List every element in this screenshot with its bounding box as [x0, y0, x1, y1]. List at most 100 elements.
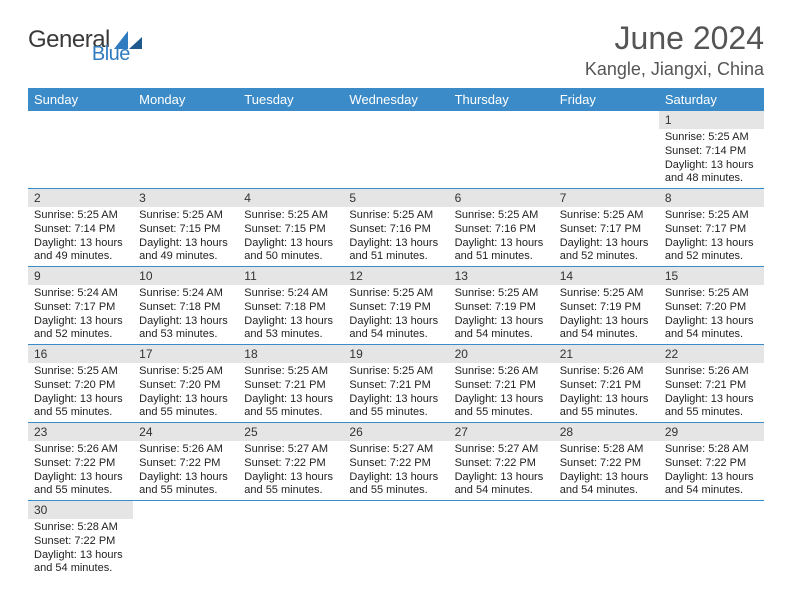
daylight-line1: Daylight: 13 hours [139, 393, 232, 407]
daylight-line2: and 54 minutes. [560, 484, 653, 498]
day-number: 6 [449, 189, 554, 207]
daylight-line1: Daylight: 13 hours [455, 471, 548, 485]
day-details: Sunrise: 5:25 AMSunset: 7:16 PMDaylight:… [449, 207, 554, 266]
sunrise: Sunrise: 5:25 AM [244, 209, 337, 223]
daylight-line2: and 53 minutes. [139, 328, 232, 342]
day-details: Sunrise: 5:25 AMSunset: 7:19 PMDaylight:… [449, 285, 554, 344]
daylight-line1: Daylight: 13 hours [455, 237, 548, 251]
day-details: Sunrise: 5:25 AMSunset: 7:19 PMDaylight:… [554, 285, 659, 344]
calendar-cell [659, 501, 764, 579]
weekday-header: Saturday [659, 88, 764, 111]
calendar-cell: 13Sunrise: 5:25 AMSunset: 7:19 PMDayligh… [449, 267, 554, 345]
day-details: Sunrise: 5:25 AMSunset: 7:21 PMDaylight:… [343, 363, 448, 422]
day-number: 15 [659, 267, 764, 285]
weekday-header: Friday [554, 88, 659, 111]
daylight-line2: and 55 minutes. [244, 484, 337, 498]
calendar-cell: 28Sunrise: 5:28 AMSunset: 7:22 PMDayligh… [554, 423, 659, 501]
sunrise: Sunrise: 5:27 AM [455, 443, 548, 457]
daylight-line2: and 48 minutes. [665, 172, 758, 186]
sunset: Sunset: 7:18 PM [244, 301, 337, 315]
sunrise: Sunrise: 5:25 AM [665, 131, 758, 145]
day-number: 5 [343, 189, 448, 207]
daylight-line2: and 54 minutes. [455, 328, 548, 342]
day-number: 2 [28, 189, 133, 207]
day-number: 26 [343, 423, 448, 441]
calendar-cell: 4Sunrise: 5:25 AMSunset: 7:15 PMDaylight… [238, 189, 343, 267]
location: Kangle, Jiangxi, China [585, 59, 764, 80]
sunrise: Sunrise: 5:25 AM [560, 209, 653, 223]
day-details: Sunrise: 5:26 AMSunset: 7:21 PMDaylight:… [659, 363, 764, 422]
day-details: Sunrise: 5:25 AMSunset: 7:20 PMDaylight:… [133, 363, 238, 422]
sunrise: Sunrise: 5:26 AM [455, 365, 548, 379]
day-details: Sunrise: 5:24 AMSunset: 7:18 PMDaylight:… [133, 285, 238, 344]
sunset: Sunset: 7:19 PM [560, 301, 653, 315]
daylight-line2: and 52 minutes. [34, 328, 127, 342]
day-number: 27 [449, 423, 554, 441]
day-details: Sunrise: 5:24 AMSunset: 7:17 PMDaylight:… [28, 285, 133, 344]
daylight-line1: Daylight: 13 hours [34, 471, 127, 485]
sunrise: Sunrise: 5:27 AM [244, 443, 337, 457]
calendar-cell: 1Sunrise: 5:25 AMSunset: 7:14 PMDaylight… [659, 111, 764, 189]
sunset: Sunset: 7:22 PM [34, 457, 127, 471]
day-details: Sunrise: 5:25 AMSunset: 7:16 PMDaylight:… [343, 207, 448, 266]
daylight-line1: Daylight: 13 hours [349, 237, 442, 251]
day-details: Sunrise: 5:27 AMSunset: 7:22 PMDaylight:… [449, 441, 554, 500]
daylight-line2: and 55 minutes. [560, 406, 653, 420]
calendar-cell: 6Sunrise: 5:25 AMSunset: 7:16 PMDaylight… [449, 189, 554, 267]
sunset: Sunset: 7:20 PM [665, 301, 758, 315]
daylight-line2: and 51 minutes. [349, 250, 442, 264]
day-number: 21 [554, 345, 659, 363]
daylight-line2: and 55 minutes. [139, 484, 232, 498]
calendar-cell: 3Sunrise: 5:25 AMSunset: 7:15 PMDaylight… [133, 189, 238, 267]
brand-part2: Blue [92, 43, 130, 65]
calendar-cell: 18Sunrise: 5:25 AMSunset: 7:21 PMDayligh… [238, 345, 343, 423]
sunset: Sunset: 7:16 PM [455, 223, 548, 237]
day-details: Sunrise: 5:27 AMSunset: 7:22 PMDaylight:… [238, 441, 343, 500]
daylight-line2: and 54 minutes. [34, 562, 127, 576]
calendar-cell: 14Sunrise: 5:25 AMSunset: 7:19 PMDayligh… [554, 267, 659, 345]
calendar-cell: 15Sunrise: 5:25 AMSunset: 7:20 PMDayligh… [659, 267, 764, 345]
daylight-line1: Daylight: 13 hours [244, 471, 337, 485]
daylight-line1: Daylight: 13 hours [665, 237, 758, 251]
day-number: 30 [28, 501, 133, 519]
sunrise: Sunrise: 5:26 AM [560, 365, 653, 379]
day-number: 20 [449, 345, 554, 363]
calendar-cell: 29Sunrise: 5:28 AMSunset: 7:22 PMDayligh… [659, 423, 764, 501]
sunset: Sunset: 7:22 PM [349, 457, 442, 471]
calendar-cell: 20Sunrise: 5:26 AMSunset: 7:21 PMDayligh… [449, 345, 554, 423]
day-number: 10 [133, 267, 238, 285]
header: General Blue June 2024 Kangle, Jiangxi, … [28, 20, 764, 80]
sunset: Sunset: 7:22 PM [455, 457, 548, 471]
calendar-cell: 17Sunrise: 5:25 AMSunset: 7:20 PMDayligh… [133, 345, 238, 423]
sunrise: Sunrise: 5:25 AM [560, 287, 653, 301]
sunset: Sunset: 7:15 PM [244, 223, 337, 237]
calendar-week: 30Sunrise: 5:28 AMSunset: 7:22 PMDayligh… [28, 501, 764, 579]
day-details: Sunrise: 5:28 AMSunset: 7:22 PMDaylight:… [28, 519, 133, 578]
sunrise: Sunrise: 5:25 AM [455, 287, 548, 301]
daylight-line1: Daylight: 13 hours [455, 393, 548, 407]
day-number: 14 [554, 267, 659, 285]
calendar-week: 1Sunrise: 5:25 AMSunset: 7:14 PMDaylight… [28, 111, 764, 189]
calendar-cell [343, 501, 448, 579]
calendar-cell: 16Sunrise: 5:25 AMSunset: 7:20 PMDayligh… [28, 345, 133, 423]
sunrise: Sunrise: 5:28 AM [665, 443, 758, 457]
calendar-cell: 12Sunrise: 5:25 AMSunset: 7:19 PMDayligh… [343, 267, 448, 345]
calendar-cell [343, 111, 448, 189]
daylight-line1: Daylight: 13 hours [665, 315, 758, 329]
calendar-week: 9Sunrise: 5:24 AMSunset: 7:17 PMDaylight… [28, 267, 764, 345]
calendar-cell [28, 111, 133, 189]
daylight-line2: and 50 minutes. [244, 250, 337, 264]
sunrise: Sunrise: 5:25 AM [139, 209, 232, 223]
daylight-line1: Daylight: 13 hours [665, 159, 758, 173]
daylight-line1: Daylight: 13 hours [560, 315, 653, 329]
sunset: Sunset: 7:22 PM [244, 457, 337, 471]
sunset: Sunset: 7:22 PM [139, 457, 232, 471]
calendar-cell: 7Sunrise: 5:25 AMSunset: 7:17 PMDaylight… [554, 189, 659, 267]
sunset: Sunset: 7:20 PM [34, 379, 127, 393]
daylight-line2: and 54 minutes. [560, 328, 653, 342]
day-details: Sunrise: 5:28 AMSunset: 7:22 PMDaylight:… [554, 441, 659, 500]
sunrise: Sunrise: 5:25 AM [139, 365, 232, 379]
calendar-cell: 24Sunrise: 5:26 AMSunset: 7:22 PMDayligh… [133, 423, 238, 501]
daylight-line2: and 55 minutes. [139, 406, 232, 420]
sunrise: Sunrise: 5:25 AM [244, 365, 337, 379]
